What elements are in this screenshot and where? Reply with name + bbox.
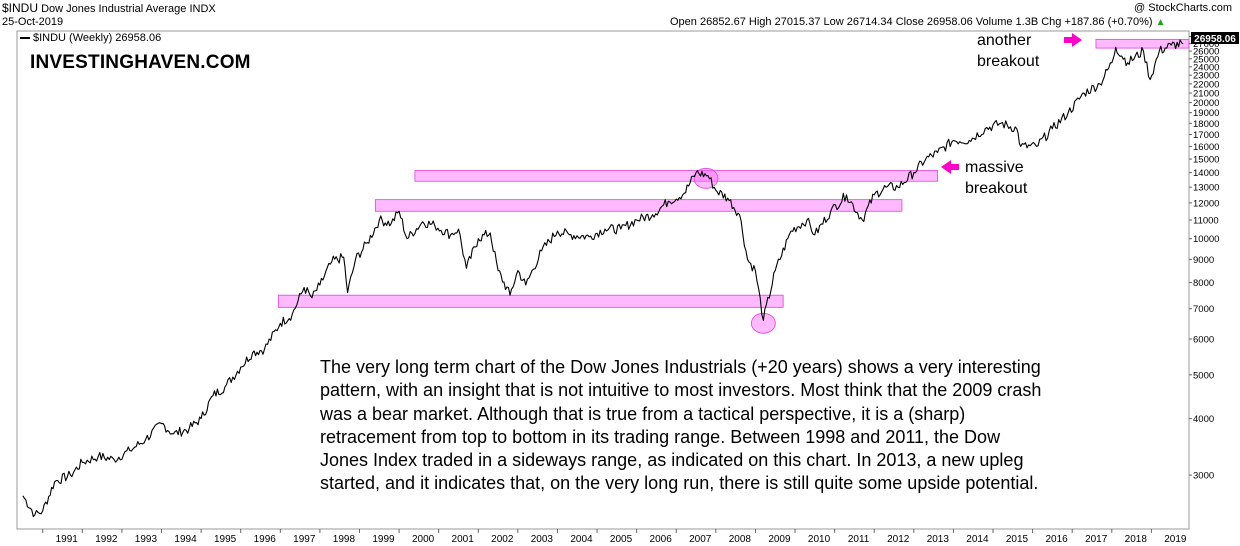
annotation-another-line1: another: [977, 32, 1032, 49]
y-tick-label: 15000: [1193, 155, 1219, 166]
x-tick-label: 2015: [1006, 534, 1029, 545]
x-tick-label: 2019: [1164, 534, 1187, 545]
y-axis: 3000 4000 5000 6000 7000 8000 9000 10000 11000 12…: [1189, 32, 1219, 482]
y-tick-label: 23000: [1193, 71, 1219, 82]
description-line: pattern, with an insight that is not int…: [320, 380, 1042, 401]
y-tick-label: 20000: [1193, 98, 1219, 109]
y-tick-label: 3000: [1193, 471, 1214, 482]
y-tick-label: 12000: [1193, 198, 1219, 209]
y-tick-label: 17000: [1193, 130, 1219, 141]
brand-watermark: INVESTINGHAVEN.COM: [30, 52, 251, 73]
x-tick-label: 1993: [135, 534, 158, 545]
y-tick-label: 4000: [1193, 414, 1214, 425]
y-tick-label: 16000: [1193, 142, 1219, 153]
description-line: retracement from top to bottom in its tr…: [320, 426, 1001, 447]
index-name: Dow Jones Industrial Average: [41, 3, 187, 15]
ohlc-line: Open 26852.67 High 27015.37 Low 26714.34…: [670, 16, 1153, 28]
y-tick-label: 22000: [1193, 79, 1219, 90]
x-tick-label: 2011: [848, 534, 870, 545]
date: 25-Oct-2019: [2, 16, 64, 28]
x-tick-label: 1992: [95, 534, 118, 545]
y-tick-label: 24000: [1193, 62, 1219, 73]
x-tick-label: 2001: [452, 534, 475, 545]
y-tick-label: 21000: [1193, 89, 1219, 100]
last-price-tag: 26958.06: [1191, 32, 1239, 45]
y-tick-label: 26000: [1193, 47, 1219, 58]
range-bands: [277, 38, 1190, 308]
plot-frame: [16, 30, 1190, 530]
annotation-another: another breakout: [977, 30, 1039, 72]
y-tick-label: 8000: [1193, 278, 1214, 289]
description-line: started, and it indicates that, on the v…: [320, 473, 1039, 494]
description-line: Jones Index traded in a sideways range, …: [320, 450, 1024, 471]
description-text: The very long term chart of the Dow Jone…: [320, 356, 1200, 496]
x-tick-label: 2014: [966, 534, 989, 545]
x-tick-label: 2006: [650, 534, 673, 545]
x-tick-label: 2009: [768, 534, 791, 545]
y-tick-label: 13000: [1193, 183, 1219, 194]
y-tick-label: 19000: [1193, 108, 1219, 119]
arrow-right-icon: [1064, 33, 1082, 47]
x-tick-label: 2003: [531, 534, 554, 545]
range-band: [414, 170, 938, 182]
legend-swatch: [20, 37, 30, 40]
y-tick-label: 9000: [1193, 255, 1214, 266]
x-tick-label: 1996: [254, 534, 277, 545]
x-tick-label: 2013: [927, 534, 950, 545]
annotation-massive-line1: massive: [965, 159, 1024, 176]
highlight-circles: [693, 167, 776, 334]
x-tick-label: 2008: [729, 534, 752, 545]
description-line: was a bear market. Although that is true…: [320, 403, 966, 424]
x-tick-label: 1998: [333, 534, 356, 545]
x-tick-label: 2017: [1085, 534, 1108, 545]
y-tick-label: 25000: [1193, 54, 1219, 65]
y-tick-label: 14000: [1193, 168, 1219, 179]
y-tick-label: 11000: [1193, 215, 1219, 226]
x-tick-label: 2010: [808, 534, 831, 545]
x-tick-label: 1999: [372, 534, 395, 545]
highlight-circle: [750, 312, 776, 334]
x-tick-label: 2016: [1045, 534, 1068, 545]
annotation-massive-line2: breakout: [965, 180, 1028, 197]
description-line: The very long term chart of the Dow Jone…: [320, 357, 1041, 377]
legend-label: $INDU (Weekly) 26958.06: [33, 32, 162, 44]
symbol: $INDU: [2, 1, 39, 15]
annotation-another-line2: breakout: [977, 53, 1040, 70]
annotation-massive: massive breakout: [965, 157, 1027, 199]
y-tick-label: 18000: [1193, 119, 1219, 130]
credit: @ StockCharts.com: [1134, 2, 1232, 14]
x-tick-label: 2012: [887, 534, 910, 545]
range-band: [374, 199, 903, 212]
x-tick-label: 2000: [412, 534, 435, 545]
x-tick-label: 2004: [570, 534, 593, 545]
x-tick-label: 2007: [689, 534, 712, 545]
y-tick-label: 27000: [1193, 39, 1219, 50]
exchange: INDX: [189, 3, 216, 15]
arrow-left-icon: [941, 160, 959, 174]
x-tick-label: 2002: [491, 534, 514, 545]
price-line: [22, 39, 1184, 518]
last-price-text: 26958.06: [1194, 34, 1236, 45]
x-tick-label: 1994: [174, 534, 197, 545]
y-tick-label: 7000: [1193, 304, 1214, 315]
chg-arrow: ▲: [1155, 17, 1166, 28]
x-axis: 1991 1992 1993 1994 1995 1996 1997 1998 1999 2000…: [42, 529, 1187, 545]
y-tick-label: 6000: [1193, 335, 1214, 346]
x-tick-label: 2018: [1125, 534, 1148, 545]
x-tick-label: 1997: [293, 534, 316, 545]
x-tick-label: 1991: [56, 534, 79, 545]
range-band: [277, 294, 784, 308]
y-tick-label: 5000: [1193, 370, 1214, 381]
x-tick-label: 1995: [214, 534, 237, 545]
x-tick-label: 2005: [610, 534, 633, 545]
y-tick-label: 10000: [1193, 234, 1219, 245]
